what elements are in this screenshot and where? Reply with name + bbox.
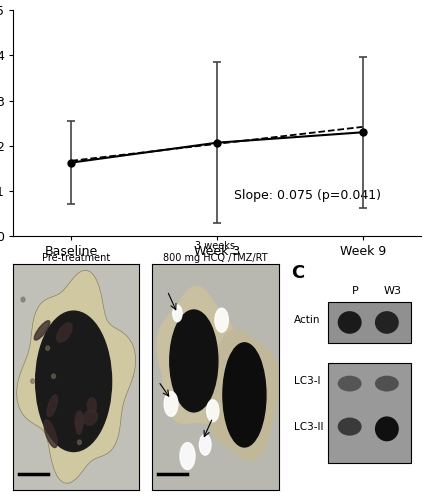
Ellipse shape — [83, 410, 98, 425]
Circle shape — [173, 305, 182, 322]
Ellipse shape — [170, 310, 218, 412]
Text: LC3-II: LC3-II — [294, 422, 323, 432]
Ellipse shape — [375, 416, 399, 442]
Ellipse shape — [77, 440, 81, 444]
Text: B: B — [13, 264, 27, 281]
Text: Actin: Actin — [294, 315, 320, 325]
Text: Slope: 0.075 (p=0.041): Slope: 0.075 (p=0.041) — [233, 189, 381, 202]
Text: P: P — [352, 286, 358, 296]
Title: 3 weeks
800 mg HCQ /TMZ/RT: 3 weeks 800 mg HCQ /TMZ/RT — [163, 241, 267, 263]
Ellipse shape — [44, 420, 57, 448]
Circle shape — [215, 308, 228, 332]
Circle shape — [207, 400, 219, 421]
Circle shape — [180, 442, 195, 469]
Bar — [329, 302, 411, 343]
Ellipse shape — [31, 379, 34, 384]
Ellipse shape — [338, 376, 362, 392]
Ellipse shape — [46, 346, 49, 350]
Polygon shape — [157, 286, 236, 424]
Title: Pre-treatment: Pre-treatment — [42, 253, 110, 263]
Text: W3: W3 — [383, 286, 401, 296]
Ellipse shape — [75, 411, 83, 430]
Ellipse shape — [338, 418, 362, 436]
Ellipse shape — [87, 398, 96, 413]
Ellipse shape — [47, 395, 58, 416]
Polygon shape — [17, 270, 135, 484]
Ellipse shape — [52, 374, 55, 378]
Ellipse shape — [21, 298, 25, 302]
Ellipse shape — [375, 311, 399, 334]
Ellipse shape — [34, 320, 50, 340]
Ellipse shape — [338, 311, 362, 334]
Ellipse shape — [36, 311, 112, 452]
Ellipse shape — [223, 343, 266, 447]
Polygon shape — [207, 330, 280, 460]
Ellipse shape — [375, 376, 399, 392]
Ellipse shape — [76, 414, 83, 434]
Ellipse shape — [57, 323, 72, 342]
Circle shape — [200, 434, 211, 455]
Bar — [329, 363, 411, 463]
Circle shape — [164, 392, 178, 416]
Text: C: C — [291, 264, 304, 281]
Text: LC3-I: LC3-I — [294, 376, 320, 386]
